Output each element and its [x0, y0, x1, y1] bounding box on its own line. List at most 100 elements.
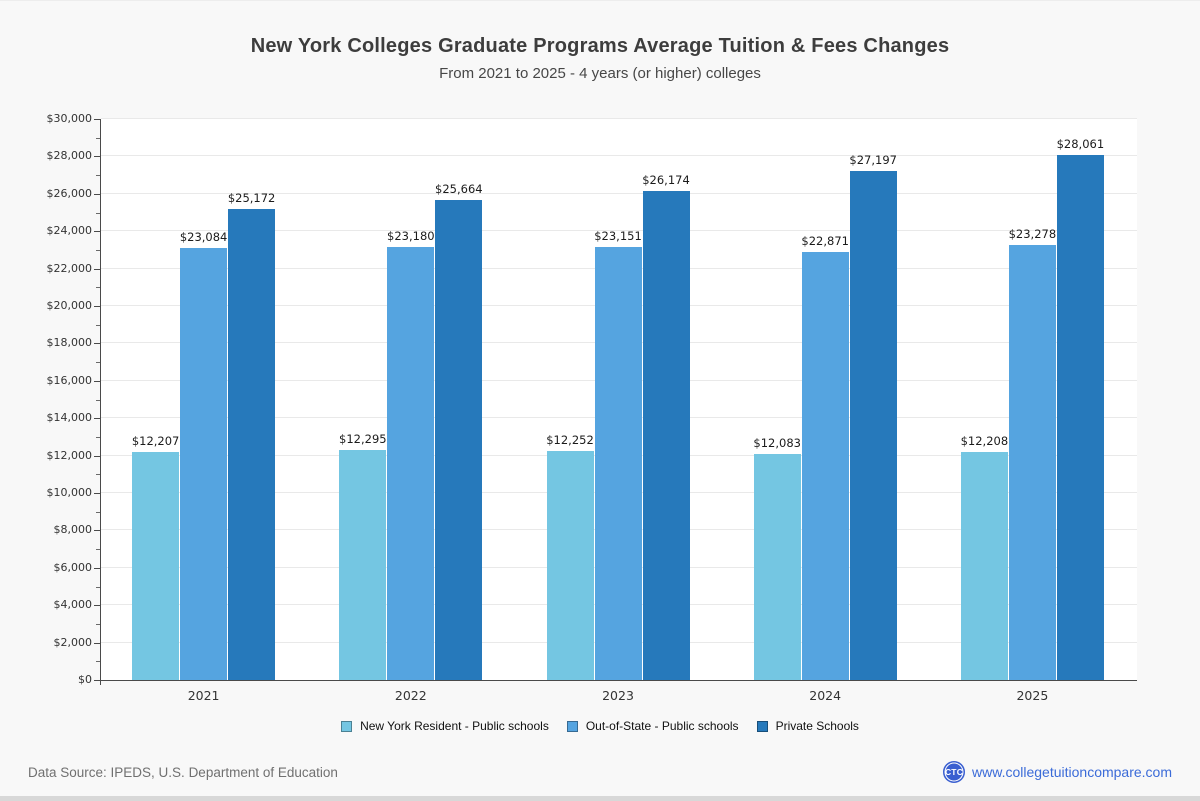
gridline: [101, 155, 1137, 157]
axis-corner-tick: [100, 680, 101, 685]
footer: Data Source: IPEDS, U.S. Department of E…: [0, 759, 1200, 789]
y-axis-major-tick: [94, 455, 100, 457]
bar-2022-series-1[interactable]: [339, 450, 387, 680]
bar-value-label: $12,295: [339, 432, 387, 446]
bar-value-label: $23,180: [387, 229, 435, 243]
bar-value-label: $26,174: [642, 173, 690, 187]
y-axis-major-tick: [94, 193, 100, 195]
y-axis-minor-tick: [96, 137, 100, 139]
chart-header: New York Colleges Graduate Programs Aver…: [0, 35, 1200, 82]
y-axis-minor-tick: [96, 661, 100, 663]
bottom-strip: [0, 796, 1200, 801]
bar-2023-series-2[interactable]: [594, 247, 642, 680]
y-axis-tick-label: $16,000: [46, 373, 93, 387]
gridline: [101, 118, 1137, 119]
bar-2025-series-2[interactable]: [1008, 245, 1056, 680]
y-axis-major-tick: [94, 605, 100, 607]
gridline: [101, 230, 1137, 232]
y-axis-tick-label: $6,000: [53, 560, 93, 574]
bar-value-label: $28,061: [1056, 137, 1105, 151]
bar-2022-series-2[interactable]: [387, 247, 435, 680]
y-axis-tick-label: $2,000: [53, 635, 93, 649]
bar-value-label: $25,664: [435, 182, 483, 196]
y-axis-tick-label: $30,000: [46, 112, 93, 125]
bar-value-label: $25,172: [227, 191, 276, 205]
bar-2023-series-3[interactable]: [642, 191, 690, 680]
bar-value-label: $27,197: [849, 153, 897, 167]
y-axis-major-tick: [94, 306, 100, 307]
legend-label: New York Resident - Public schools: [360, 719, 549, 733]
y-axis-tick-label: $28,000: [46, 149, 93, 163]
y-axis-tick-label: $14,000: [46, 411, 93, 425]
y-axis-minor-tick: [96, 474, 100, 476]
bar-value-label: $12,208: [960, 434, 1009, 448]
bar-value-label: $12,252: [546, 433, 594, 447]
y-axis-minor-tick: [96, 249, 100, 251]
x-axis-category-label: 2025: [1016, 688, 1049, 703]
y-axis-major-tick: [94, 642, 100, 644]
y-axis-major-tick: [94, 567, 100, 569]
y-axis-major-tick: [94, 156, 100, 158]
y-axis-tick-label: $26,000: [46, 186, 93, 200]
website-url: www.collegetuitioncompare.com: [972, 764, 1172, 780]
website-link[interactable]: CTC www.collegetuitioncompare.com: [943, 761, 1172, 783]
legend-item-1[interactable]: New York Resident - Public schools: [341, 719, 549, 733]
bar-2023-series-1[interactable]: [546, 451, 594, 680]
legend: New York Resident - Public schools Out-of…: [0, 719, 1200, 733]
bar-value-label: $12,207: [131, 434, 180, 448]
y-axis-major-tick: [94, 119, 100, 120]
bar-2021-series-2[interactable]: [180, 248, 228, 680]
y-axis-minor-tick: [96, 175, 100, 177]
y-axis-tick-label: $0: [78, 673, 92, 686]
y-axis-minor-tick: [96, 511, 100, 513]
y-axis-tick-label: $18,000: [46, 336, 93, 350]
gridline: [101, 192, 1137, 194]
y-axis-major-tick: [94, 530, 100, 532]
y-axis-major-tick: [94, 418, 100, 420]
bar-value-label: $22,871: [801, 234, 849, 248]
y-axis-minor-tick: [96, 549, 100, 551]
bar-2021-series-3[interactable]: [228, 209, 276, 680]
y-axis-tick-label: $4,000: [53, 598, 93, 612]
x-axis-category-label: 2021: [187, 688, 220, 703]
y-axis-tick-label: $10,000: [46, 486, 93, 499]
bar-2024-series-2[interactable]: [801, 252, 849, 680]
y-axis-minor-tick: [96, 436, 100, 438]
y-axis-tick-label: $24,000: [46, 224, 93, 238]
legend-swatch-icon: [341, 720, 353, 732]
bar-2025-series-3[interactable]: [1056, 155, 1104, 680]
bar-2022-series-3[interactable]: [435, 200, 483, 680]
bar-value-label: $12,083: [753, 436, 801, 450]
legend-item-2[interactable]: Out-of-State - Public schools: [566, 719, 739, 733]
data-source-text: Data Source: IPEDS, U.S. Department of E…: [28, 765, 338, 780]
y-axis-major-tick: [94, 343, 100, 345]
bar-2021-series-1[interactable]: [132, 452, 180, 680]
y-axis-tick-label: $20,000: [46, 299, 93, 312]
y-axis-minor-tick: [96, 623, 100, 625]
y-axis-major-tick: [94, 231, 100, 233]
x-axis-category-label: 2024: [809, 688, 842, 703]
bar-value-label: $23,084: [179, 230, 228, 244]
legend-swatch-icon: [756, 720, 768, 732]
bar-value-label: $23,278: [1008, 227, 1057, 241]
y-axis-major-tick: [94, 380, 100, 382]
y-axis-tick-label: $12,000: [46, 448, 93, 462]
y-axis-major-tick: [94, 268, 100, 270]
y-axis-minor-tick: [96, 399, 100, 401]
legend-item-3[interactable]: Private Schools: [756, 719, 859, 733]
y-axis-minor-tick: [96, 287, 100, 289]
y-axis-major-tick: [94, 493, 100, 494]
y-axis-tick-label: $22,000: [46, 261, 93, 275]
y-axis-minor-tick: [96, 362, 100, 364]
y-axis-tick-label: $8,000: [53, 523, 93, 537]
chart-subtitle: From 2021 to 2025 - 4 years (or higher) …: [439, 65, 761, 82]
bar-2024-series-1[interactable]: [753, 454, 801, 680]
y-axis-major-tick: [94, 680, 100, 681]
y-axis-minor-tick: [96, 212, 100, 214]
bar-2025-series-1[interactable]: [960, 452, 1008, 680]
legend-label: Private Schools: [775, 719, 859, 733]
y-axis-minor-tick: [96, 586, 100, 588]
bar-2024-series-3[interactable]: [849, 171, 897, 680]
chart-title: New York Colleges Graduate Programs Aver…: [250, 35, 950, 57]
y-axis-minor-tick: [96, 324, 100, 326]
